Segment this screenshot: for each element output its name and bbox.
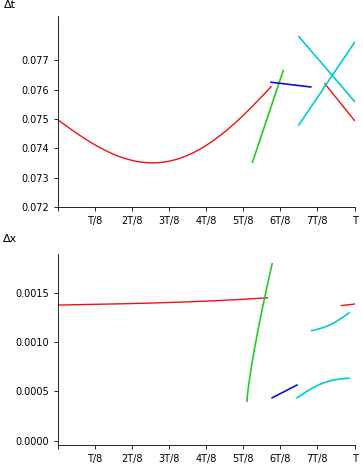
Y-axis label: Δx: Δx <box>3 235 17 244</box>
Y-axis label: Δt: Δt <box>4 0 16 10</box>
